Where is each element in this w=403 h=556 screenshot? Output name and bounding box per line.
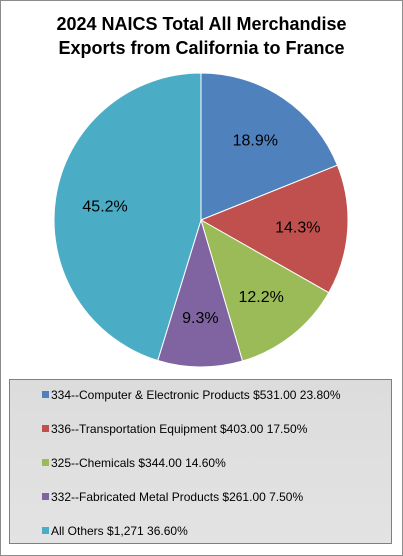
legend-item-fabricated-metal: 332--Fabricated Metal Products $261.00 7… [42, 489, 304, 505]
legend-label: All Others $1,271 36.60% [51, 524, 188, 538]
legend-swatch [42, 493, 49, 500]
chart-title-line-1: 2024 NAICS Total All Merchandise [56, 14, 347, 34]
pie-chart: 18.9% 14.3% 12.2% 9.3% 45.2% [53, 72, 349, 368]
legend-swatch [42, 527, 49, 534]
chart-title: 2024 NAICS Total All Merchandise Exports… [0, 12, 403, 60]
legend-label: 334--Computer & Electronic Products $531… [51, 388, 341, 402]
legend-label: 336--Transportation Equipment $403.00 17… [51, 422, 308, 436]
pie-slice-all-others [53, 72, 202, 362]
pie-slice-chemicals [200, 218, 330, 362]
chart-legend: 334--Computer & Electronic Products $531… [9, 379, 392, 544]
legend-swatch [42, 459, 49, 466]
pie-slice-fabricated-metal [157, 218, 244, 368]
chart-title-line-2: Exports from California to France [58, 38, 345, 58]
legend-swatch [42, 391, 49, 398]
pie-data-label: 14.3% [275, 220, 320, 237]
legend-item-chemicals: 325--Chemicals $344.00 14.60% [42, 455, 226, 471]
pie-data-label: 18.9% [233, 133, 278, 150]
legend-label: 325--Chemicals $344.00 14.60% [51, 456, 226, 470]
legend-item-computer-electronic: 334--Computer & Electronic Products $531… [42, 387, 341, 403]
legend-item-all-others: All Others $1,271 36.60% [42, 523, 188, 539]
pie-data-label: 12.2% [239, 289, 284, 306]
pie-data-label: 9.3% [182, 310, 218, 327]
legend-item-transportation: 336--Transportation Equipment $403.00 17… [42, 421, 308, 437]
legend-label: 332--Fabricated Metal Products $261.00 7… [51, 490, 304, 504]
pie-slice-computer-electronic [200, 72, 339, 221]
pie-slice-transportation [199, 164, 349, 294]
pie-data-label: 45.2% [82, 199, 127, 216]
legend-swatch [42, 425, 49, 432]
